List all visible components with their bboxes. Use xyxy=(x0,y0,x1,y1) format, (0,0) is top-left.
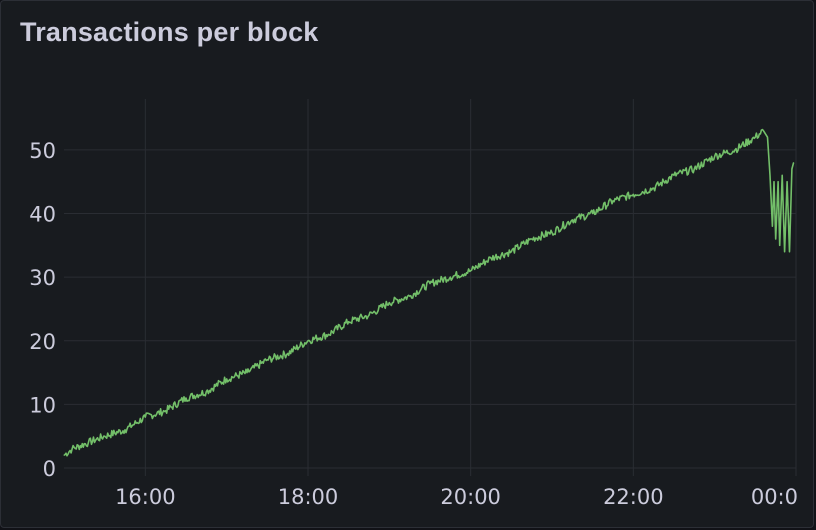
data-point xyxy=(490,257,492,259)
data-point xyxy=(205,391,207,393)
data-point xyxy=(786,181,788,183)
data-point xyxy=(287,352,289,354)
data-point xyxy=(185,397,187,399)
data-point xyxy=(470,270,472,272)
data-point xyxy=(429,283,431,284)
data-point xyxy=(788,251,790,253)
x-tick-label: 00:0 xyxy=(751,485,798,509)
x-tick-label: 16:00 xyxy=(115,485,176,509)
data-point xyxy=(307,340,309,342)
y-tick-label: 50 xyxy=(29,139,56,163)
data-point xyxy=(510,251,512,253)
x-tick-label: 22:00 xyxy=(603,485,664,509)
data-point xyxy=(653,187,655,189)
y-axis-ticks: 0 10 20 30 40 50 xyxy=(29,139,56,481)
x-axis-ticks: 16:00 18:00 20:00 22:00 00:0 xyxy=(115,485,798,509)
y-tick-label: 10 xyxy=(29,393,56,417)
data-point xyxy=(632,193,634,195)
data-point xyxy=(63,454,65,456)
data-point xyxy=(388,302,390,304)
y-tick-label: 20 xyxy=(29,330,56,354)
data-point xyxy=(771,225,773,227)
data-point xyxy=(124,429,126,431)
data-point xyxy=(87,442,89,444)
series-line xyxy=(63,128,795,457)
data-point xyxy=(673,174,675,176)
data-point xyxy=(226,378,228,380)
data-point xyxy=(409,295,411,297)
data-point xyxy=(327,333,329,335)
data-point xyxy=(551,232,553,234)
data-point xyxy=(784,251,786,253)
data-point xyxy=(793,162,795,164)
panel-title: Transactions per block xyxy=(20,17,319,47)
grid-lines xyxy=(64,99,797,476)
data-point xyxy=(754,136,756,138)
y-tick-label: 0 xyxy=(43,457,56,481)
data-point xyxy=(779,244,781,246)
data-point xyxy=(449,276,451,278)
data-point xyxy=(71,448,73,450)
data-point xyxy=(592,213,594,215)
data-point xyxy=(781,174,783,176)
data-point xyxy=(246,372,248,374)
data-point xyxy=(165,410,167,412)
x-tick-label: 20:00 xyxy=(440,485,501,509)
data-point xyxy=(104,435,106,437)
data-point xyxy=(773,181,775,183)
y-tick-label: 40 xyxy=(29,203,56,227)
data-point xyxy=(144,416,146,418)
data-point xyxy=(348,321,350,323)
series-group xyxy=(63,128,795,457)
data-point xyxy=(791,168,793,170)
data-point xyxy=(769,174,771,176)
data-point xyxy=(693,168,695,170)
data-point xyxy=(767,136,769,138)
x-tick-label: 18:00 xyxy=(278,485,339,509)
data-point xyxy=(571,219,573,221)
data-point xyxy=(762,130,764,132)
data-point xyxy=(734,149,736,151)
data-point xyxy=(266,359,268,361)
data-point xyxy=(368,314,370,316)
data-point xyxy=(775,238,777,240)
data-point xyxy=(714,155,716,157)
data-point xyxy=(531,238,533,240)
y-tick-label: 30 xyxy=(29,266,56,290)
data-point xyxy=(612,200,614,202)
data-point xyxy=(777,181,779,183)
